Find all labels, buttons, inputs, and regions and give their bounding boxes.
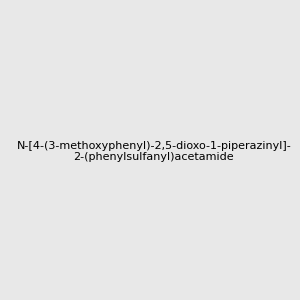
- Text: N-[4-(3-methoxyphenyl)-2,5-dioxo-1-piperazinyl]-
2-(phenylsulfanyl)acetamide: N-[4-(3-methoxyphenyl)-2,5-dioxo-1-piper…: [16, 141, 291, 162]
